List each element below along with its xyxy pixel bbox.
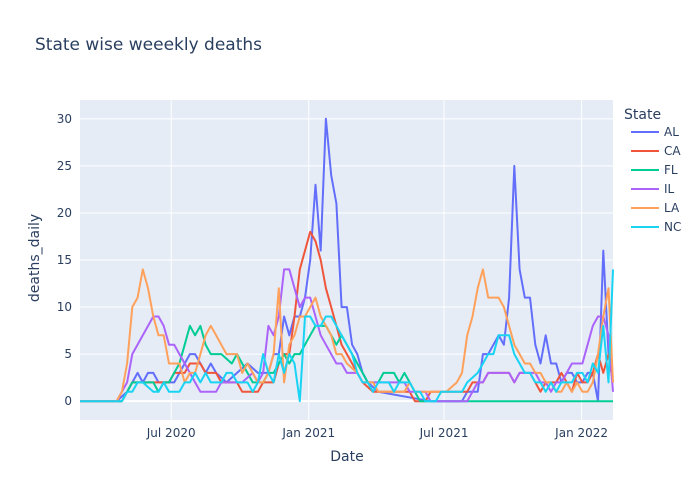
legend-item-ca: CA [664, 144, 681, 158]
y-tick-label: 20 [57, 206, 72, 220]
x-axis-ticks: Jul 2020 Jan 2021 Jul 2021 Jan 2022 [146, 426, 608, 440]
y-tick-label: 0 [64, 394, 72, 408]
series-line-il [80, 268, 614, 403]
series-line-la [80, 268, 614, 403]
legend-item-nc: NC [664, 220, 681, 234]
y-tick-label: 30 [57, 112, 72, 126]
legend-title: State [624, 107, 661, 123]
series-line-al [80, 117, 614, 403]
y-tick-label: 10 [57, 300, 72, 314]
gridlines [80, 100, 613, 420]
y-tick-label: 15 [57, 253, 72, 267]
legend-item-fl: FL [664, 163, 678, 177]
legend-item-la: LA [664, 201, 680, 215]
x-tick-label: Jan 2022 [554, 426, 608, 440]
y-axis-title: deaths_daily [27, 214, 43, 302]
series-line-nc [80, 269, 614, 403]
legend-item-al: AL [664, 125, 679, 139]
series-lines [80, 117, 614, 403]
series-line-ca [80, 230, 614, 403]
x-tick-label: Jul 2021 [419, 426, 469, 440]
chart-title: State wise weeekly deaths [35, 35, 262, 55]
y-tick-label: 5 [64, 347, 72, 361]
x-axis-title: Date [330, 449, 363, 465]
x-tick-label: Jul 2020 [146, 426, 196, 440]
y-tick-label: 25 [57, 159, 72, 173]
y-axis-ticks: 0 5 10 15 20 25 30 [57, 112, 72, 408]
legend-item-il: IL [664, 182, 675, 196]
legend: State AL CA FL IL LA NC [624, 107, 681, 234]
x-tick-label: Jan 2021 [281, 426, 335, 440]
